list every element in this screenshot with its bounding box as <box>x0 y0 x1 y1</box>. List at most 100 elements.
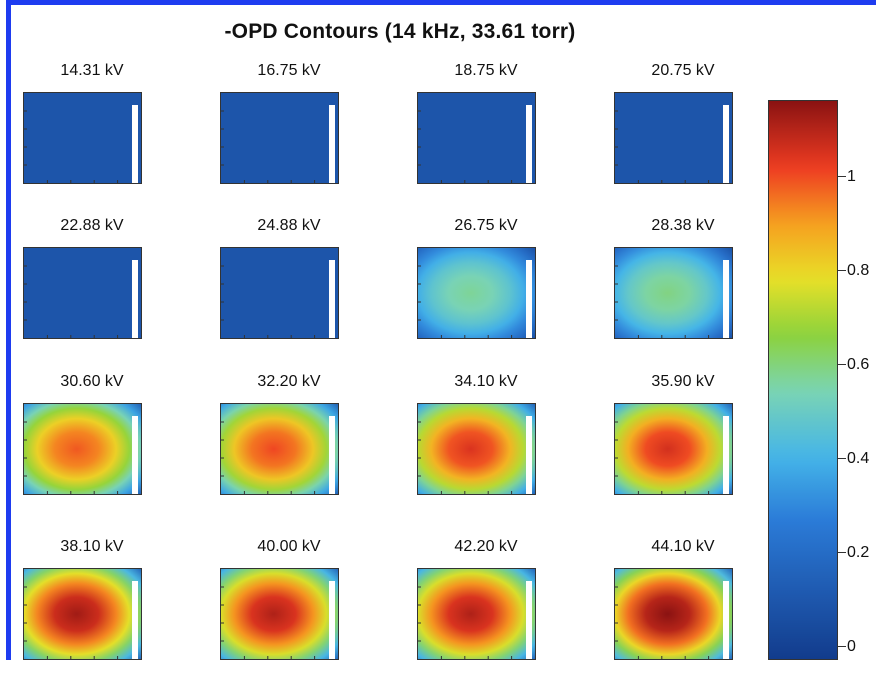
panel-voltage-label: 16.75 kV <box>257 62 321 79</box>
contour-plot <box>615 248 732 338</box>
masked-region <box>526 105 532 183</box>
masked-region <box>723 416 729 494</box>
contour-map <box>417 403 536 495</box>
contour-field <box>221 93 338 183</box>
colorbar-tick-label: 0.2 <box>847 544 870 562</box>
contour-map <box>23 568 142 660</box>
contour-field <box>418 569 535 659</box>
contour-plot <box>221 93 338 183</box>
contour-panel: 30.60 kV <box>22 373 182 513</box>
colorbar-tick-mark <box>838 364 846 366</box>
masked-region <box>329 581 335 659</box>
contour-plot <box>418 404 535 494</box>
frame-border-left <box>6 0 11 660</box>
masked-region <box>723 581 729 659</box>
contour-panel: 18.75 kV <box>416 62 576 202</box>
contour-plot <box>615 404 732 494</box>
masked-region <box>329 260 335 338</box>
contour-field <box>418 404 535 494</box>
colorbar-tick-label: 0.8 <box>847 262 870 280</box>
colorbar-tick-mark <box>838 552 846 554</box>
masked-region <box>526 581 532 659</box>
contour-field <box>24 93 141 183</box>
contour-plot <box>418 248 535 338</box>
contour-field <box>615 93 732 183</box>
panel-voltage-label: 26.75 kV <box>454 217 518 234</box>
contour-map <box>220 568 339 660</box>
contour-plot <box>221 248 338 338</box>
colorbar <box>768 100 838 660</box>
panel-voltage-label: 28.38 kV <box>651 217 715 234</box>
colorbar-tick-label: 1 <box>847 168 856 186</box>
colorbar-tick-label: 0.6 <box>847 356 870 374</box>
contour-map <box>220 247 339 339</box>
masked-region <box>329 416 335 494</box>
contour-plot <box>615 569 732 659</box>
contour-panel: 24.88 kV <box>219 217 379 357</box>
contour-field <box>615 248 732 338</box>
contour-field <box>221 569 338 659</box>
contour-panel: 20.75 kV <box>613 62 773 202</box>
contour-map <box>417 92 536 184</box>
frame-border-top <box>6 0 876 5</box>
contour-map <box>614 403 733 495</box>
contour-panel: 40.00 kV <box>219 538 379 678</box>
masked-region <box>526 260 532 338</box>
panel-voltage-label: 42.20 kV <box>454 538 518 555</box>
contour-panel: 26.75 kV <box>416 217 576 357</box>
masked-region <box>723 105 729 183</box>
colorbar-tick-label: 0 <box>847 638 856 655</box>
contour-field <box>24 248 141 338</box>
contour-field <box>418 248 535 338</box>
panel-voltage-label: 44.10 kV <box>651 538 715 555</box>
masked-region <box>132 581 138 659</box>
contour-map <box>220 92 339 184</box>
panel-voltage-label: 34.10 kV <box>454 373 518 390</box>
contour-map <box>614 247 733 339</box>
contour-map <box>417 247 536 339</box>
panel-voltage-label: 38.10 kV <box>60 538 124 555</box>
contour-plot <box>418 569 535 659</box>
contour-map <box>23 403 142 495</box>
chart-title: -OPD Contours (14 kHz, 33.61 torr) <box>224 20 576 43</box>
panel-voltage-label: 14.31 kV <box>60 62 124 79</box>
contour-field <box>615 404 732 494</box>
contour-field <box>221 404 338 494</box>
contour-plot <box>24 404 141 494</box>
contour-panel: 42.20 kV <box>416 538 576 678</box>
contour-plot <box>24 248 141 338</box>
contour-map <box>23 92 142 184</box>
panel-voltage-label: 35.90 kV <box>651 373 715 390</box>
contour-panel: 38.10 kV <box>22 538 182 678</box>
masked-region <box>132 416 138 494</box>
masked-region <box>132 105 138 183</box>
masked-region <box>132 260 138 338</box>
contour-plot <box>221 404 338 494</box>
contour-map <box>614 92 733 184</box>
contour-plot <box>221 569 338 659</box>
contour-plot <box>418 93 535 183</box>
contour-field <box>615 569 732 659</box>
contour-field <box>418 93 535 183</box>
contour-panel: 22.88 kV <box>22 217 182 357</box>
contour-plot <box>24 93 141 183</box>
colorbar-tick-mark <box>838 458 846 460</box>
panel-voltage-label: 24.88 kV <box>257 217 321 234</box>
contour-map <box>23 247 142 339</box>
panel-voltage-label: 20.75 kV <box>651 62 715 79</box>
contour-map <box>614 568 733 660</box>
contour-map <box>417 568 536 660</box>
masked-region <box>526 416 532 494</box>
colorbar-tick-mark <box>838 646 846 647</box>
contour-panel: 34.10 kV <box>416 373 576 513</box>
contour-panel: 44.10 kV <box>613 538 773 678</box>
panel-voltage-label: 30.60 kV <box>60 373 124 390</box>
colorbar-tick-mark <box>838 270 846 272</box>
panel-voltage-label: 32.20 kV <box>257 373 321 390</box>
masked-region <box>723 260 729 338</box>
panel-voltage-label: 40.00 kV <box>257 538 321 555</box>
contour-field <box>24 569 141 659</box>
contour-plot <box>24 569 141 659</box>
contour-map <box>220 403 339 495</box>
masked-region <box>329 105 335 183</box>
